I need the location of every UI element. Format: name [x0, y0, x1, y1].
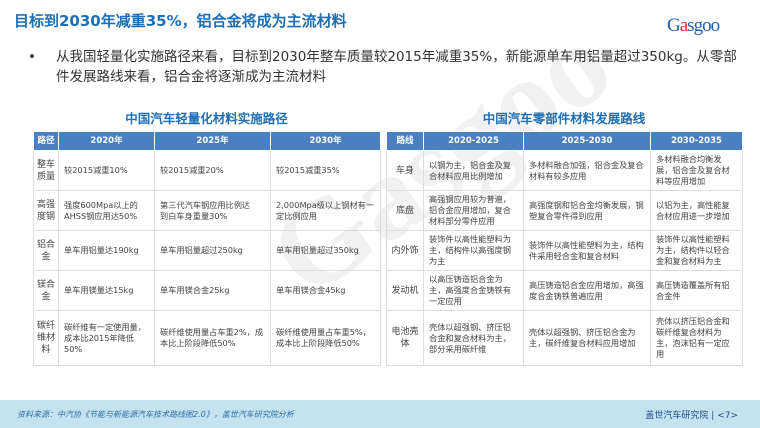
bullet-text: 从我国轻量化实施路径来看，目标到2030年整车质量较2015年减重35%，新能源… — [56, 49, 737, 85]
footer-org: 盖世汽车研究院 | <7> — [645, 411, 738, 421]
gasgoo-logo: Gasgoo — [667, 15, 720, 36]
row-header: 铝合金 — [33, 230, 59, 271]
table-cell: 高强钢应用较为普遍，铝合金应用增加，复合材料部分零件应用 — [423, 190, 524, 231]
parts-material-roadmap-table: 路线 2020-2025 2025-2030 2030-2035 车身 以钢为主，铝合金及… — [386, 131, 743, 366]
page-number: <7> — [717, 411, 738, 421]
row-header: 车身 — [386, 150, 424, 191]
table-row: 电池壳体 壳体以超强钢、挤压铝合金和复合材料为主，部分采用碳纤维 壳体以超强钢、挤压… — [386, 310, 743, 366]
table-cell: 装饰件以高性能塑料为主，结构件以轻合金和复合材料为主 — [650, 230, 743, 271]
table-row: 整车质量 较2015减重10% 较2015减重20% 较2015减重35% — [33, 150, 381, 191]
table-cell: 单车用镁量达15kg — [58, 270, 155, 311]
left-table-title: 中国汽车轻量化材料实施路径 — [125, 111, 288, 126]
table-cell: 以高压铸造铝合金为主，高强度合金铸铁有一定应用 — [423, 270, 524, 311]
column-header: 2025-2030 — [523, 131, 651, 151]
lightweight-path-table: 路径 2020年 2025年 2030年 整车质量 较2015减重10% 较2015减重20… — [33, 131, 381, 366]
column-header: 2020年 — [58, 131, 155, 151]
row-header: 底盘 — [386, 190, 424, 231]
row-header: 电池壳体 — [386, 310, 424, 366]
table-cell: 单车用铝量超过250kg — [154, 230, 271, 271]
table-cell: 高压铸造铝合金应用增加，高强度合金铸铁普遍应用 — [523, 270, 651, 311]
table-cell: 装饰件以高性能塑料为主，结构件以高强度钢为主 — [423, 230, 524, 271]
bullet-point: • 从我国轻量化实施路径来看，目标到2030年整车质量较2015年减重35%，新… — [28, 47, 748, 87]
row-header: 镁合金 — [33, 270, 59, 311]
row-header: 内外饰 — [386, 230, 424, 271]
table-cell: 以铝为主，高性能复合材应用进一步增加 — [650, 190, 743, 231]
row-header: 碳纤维材料 — [33, 310, 59, 366]
table-cell: 多材料融合均衡发展，铝合金及复合材料等应用增加 — [650, 150, 743, 191]
table-cell: 多材料融合加强，铝合金及复合材料有较多应用 — [523, 150, 651, 191]
table-cell: 高强度钢和铝合金均衡发展，钢塑复合零件得到应用 — [523, 190, 651, 231]
row-header: 高强度钢 — [33, 190, 59, 231]
table-cell: 强度600Mpa以上的AHSS钢应用达50% — [58, 190, 155, 231]
table-cell: 第三代汽车钢应用比例达 到白车身重量30% — [154, 190, 271, 231]
table-row: 车身 以钢为主，铝合金及复合材料应用比例增加 多材料融合加强，铝合金及复合材料有较多… — [386, 150, 743, 191]
column-header: 2020-2025 — [423, 131, 524, 151]
right-table-title: 中国汽车零部件材料发展路线 — [482, 111, 646, 126]
table-cell: 碳纤维使用量占车重2%，成本比上阶段降低50% — [154, 310, 271, 366]
table-row: 镁合金 单车用镁量达15kg 单车用镁合金25kg 单车用镁合金45kg — [33, 270, 381, 311]
table-cell: 装饰件以高性能塑料为主，结构件采用轻合金和复合材料 — [523, 230, 651, 271]
table-cell: 单车用铝量达190kg — [58, 230, 155, 271]
table-cell: 以钢为主，铝合金及复合材料应用比例增加 — [423, 150, 524, 191]
column-header: 2030年 — [270, 131, 381, 151]
table-row: 铝合金 单车用铝量达190kg 单车用铝量超过250kg 单车用铝量超过350kg — [33, 230, 381, 271]
column-header: 路径 — [33, 131, 59, 151]
column-header: 2025年 — [154, 131, 271, 151]
table-cell: 较2015减重20% — [154, 150, 271, 191]
page-title: 目标到2030年减重35%，铝合金将成为主流材料 — [14, 12, 347, 30]
table-cell: 较2015减重10% — [58, 150, 155, 191]
table-cell: 2,000Mpa级以上钢材有一定比例应用 — [270, 190, 381, 231]
table-row: 碳纤维材料 碳纤维有一定使用量，成本比2015年降低50% 碳纤维使用量占车重2%，… — [33, 310, 381, 366]
bullet-icon: • — [28, 49, 36, 65]
table-cell: 单车用镁合金45kg — [270, 270, 381, 311]
table-row: 内外饰 装饰件以高性能塑料为主，结构件以高强度钢为主 装饰件以高性能塑料为主，结构件… — [386, 230, 743, 271]
table-cell: 壳体以挤压铝合金和碳纤维复合材料为主，泡沫铝有一定应用 — [650, 310, 743, 366]
org-name: 盖世汽车研究院 — [645, 411, 709, 421]
table-row: 高强度钢 强度600Mpa以上的AHSS钢应用达50% 第三代汽车钢应用比例达 到白… — [33, 190, 381, 231]
column-header: 路线 — [386, 131, 424, 151]
source-note: 资料来源：中汽协《节能与新能源汽车技术路线图2.0》，盖世汽车研究院分析 — [17, 410, 294, 419]
table-cell: 碳纤维使用量占车重5%，成本比上阶段降低50% — [270, 310, 381, 366]
table-cell: 单车用镁合金25kg — [154, 270, 271, 311]
row-header: 发动机 — [386, 270, 424, 311]
footer: 资料来源：中汽协《节能与新能源汽车技术路线图2.0》，盖世汽车研究院分析 盖世汽… — [0, 400, 760, 428]
table-cell: 单车用铝量超过350kg — [270, 230, 381, 271]
table-cell: 碳纤维有一定使用量，成本比2015年降低50% — [58, 310, 155, 366]
table-row: 底盘 高强钢应用较为普遍，铝合金应用增加，复合材料部分零件应用 高强度钢和铝合金均衡… — [386, 190, 743, 231]
table-cell: 壳体以超强钢、挤压铝合金为主，碳纤维复合材料应用增加 — [523, 310, 651, 366]
table-cell: 高压铸造覆盖所有铝合金件 — [650, 270, 743, 311]
table-cell: 壳体以超强钢、挤压铝合金和复合材料为主，部分采用碳纤维 — [423, 310, 524, 366]
column-header: 2030-2035 — [650, 131, 743, 151]
table-cell: 较2015减重35% — [270, 150, 381, 191]
table-row: 发动机 以高压铸造铝合金为主，高强度合金铸铁有一定应用 高压铸造铝合金应用增加，高强… — [386, 270, 743, 311]
row-header: 整车质量 — [33, 150, 59, 191]
